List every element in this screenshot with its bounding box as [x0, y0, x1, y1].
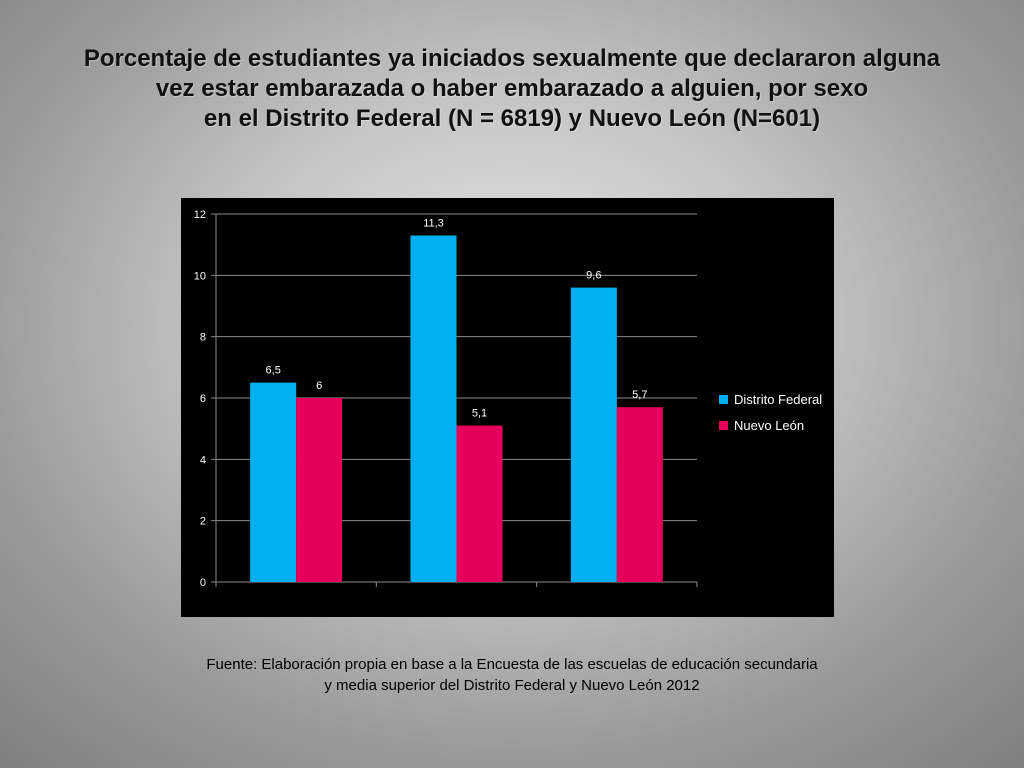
y-tick-label: 10	[194, 270, 206, 282]
y-tick-label: 12	[194, 209, 206, 221]
bar-distrito-federal-2	[410, 235, 457, 582]
legend-item-nuevo-leon: Nuevo León	[719, 412, 822, 438]
y-tick-label: 6	[200, 393, 206, 405]
title-line-1: Porcentaje de estudiantes ya iniciados s…	[83, 45, 941, 72]
data-label: 9,6	[586, 270, 601, 282]
bar-nuevo-leon-1	[296, 398, 343, 582]
bar-nuevo-leon-2	[456, 425, 503, 582]
y-tick-label: 8	[200, 332, 206, 344]
legend-label-distrito-federal: Distrito Federal	[734, 391, 823, 407]
chart-plot: 0 2 4 6 8 10 12 6,5 11,3 9,6 6 5,1 5,7	[194, 209, 698, 589]
data-label: 6	[316, 380, 322, 392]
bar-nuevo-leon-3	[616, 407, 663, 582]
legend-item-distrito-federal: Distrito Federal	[719, 386, 822, 412]
bar-chart: 0 2 4 6 8 10 12 6,5 11,3 9,6 6 5,1 5,7 Distrito Fede…	[181, 198, 834, 617]
source-note: Fuente: Elaboración propia en base a la …	[150, 654, 874, 696]
data-label: 5,1	[472, 408, 487, 420]
data-label: 6,5	[266, 365, 281, 377]
data-label: 11,3	[423, 217, 444, 229]
title-line-3: en el Distrito Federal (N = 6819) y Nuev…	[203, 105, 821, 132]
title-line-2: vez estar embarazada o haber embarazado …	[155, 75, 869, 102]
source-line-2: y media superior del Distrito Federal y …	[324, 677, 700, 694]
legend-swatch-nuevo-leon	[719, 420, 728, 430]
data-label: 5,7	[632, 389, 647, 401]
legend-swatch-distrito-federal	[719, 394, 728, 404]
legend-label-nuevo-leon: Nuevo León	[734, 417, 805, 433]
source-line-1: Fuente: Elaboración propia en base a la …	[206, 656, 818, 673]
slide-title: Porcentaje de estudiantes ya iniciados s…	[40, 44, 984, 134]
y-tick-label: 4	[200, 454, 206, 466]
bar-distrito-federal-1	[250, 382, 297, 582]
y-tick-label: 0	[200, 577, 206, 589]
bar-distrito-federal-3	[570, 287, 617, 582]
y-tick-label: 2	[200, 516, 206, 528]
chart-legend: Distrito Federal Nuevo León	[719, 386, 822, 438]
